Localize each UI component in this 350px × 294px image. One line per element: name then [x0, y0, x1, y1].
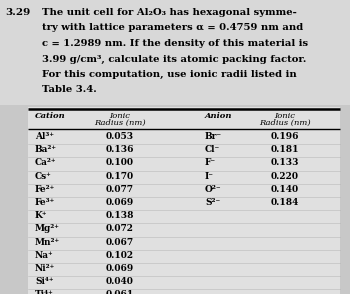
Text: try with lattice parameters α = 0.4759 nm and: try with lattice parameters α = 0.4759 n… — [42, 24, 303, 33]
Text: Ca²⁺: Ca²⁺ — [35, 158, 56, 167]
Text: Si⁴⁺: Si⁴⁺ — [35, 277, 54, 286]
Text: Cs⁺: Cs⁺ — [35, 172, 52, 181]
Text: 0.133: 0.133 — [271, 158, 299, 167]
Text: Ionic: Ionic — [110, 112, 131, 120]
Text: Al³⁺: Al³⁺ — [35, 132, 54, 141]
Text: Cation: Cation — [35, 112, 66, 120]
Text: 0.170: 0.170 — [106, 172, 134, 181]
Text: 0.196: 0.196 — [271, 132, 299, 141]
FancyBboxPatch shape — [0, 0, 350, 105]
Text: Br⁻: Br⁻ — [205, 132, 222, 141]
Text: 3.99 g/cm³, calculate its atomic packing factor.: 3.99 g/cm³, calculate its atomic packing… — [42, 54, 306, 64]
Text: 0.077: 0.077 — [106, 185, 134, 194]
Text: 0.220: 0.220 — [271, 172, 299, 181]
Text: Mn²⁺: Mn²⁺ — [35, 238, 60, 247]
Text: 3.29: 3.29 — [5, 8, 30, 17]
Text: The unit cell for Al₂O₃ has hexagonal symme-: The unit cell for Al₂O₃ has hexagonal sy… — [42, 8, 297, 17]
Text: 0.061: 0.061 — [106, 290, 134, 294]
Text: Radius (nm): Radius (nm) — [94, 119, 146, 127]
Text: Na⁺: Na⁺ — [35, 251, 54, 260]
Text: 0.138: 0.138 — [106, 211, 134, 220]
Text: Ionic: Ionic — [274, 112, 295, 120]
Text: S²⁻: S²⁻ — [205, 198, 220, 207]
Text: 0.140: 0.140 — [271, 185, 299, 194]
Text: c = 1.2989 nm. If the density of this material is: c = 1.2989 nm. If the density of this ma… — [42, 39, 308, 48]
FancyBboxPatch shape — [28, 107, 340, 294]
Text: 0.069: 0.069 — [106, 264, 134, 273]
Text: For this computation, use ionic radii listed in: For this computation, use ionic radii li… — [42, 70, 297, 79]
Text: Anion: Anion — [205, 112, 232, 120]
Text: Fe²⁺: Fe²⁺ — [35, 185, 55, 194]
Text: 0.053: 0.053 — [106, 132, 134, 141]
Text: Radius (nm): Radius (nm) — [259, 119, 311, 127]
Text: Ti⁴⁺: Ti⁴⁺ — [35, 290, 54, 294]
Text: 0.040: 0.040 — [106, 277, 134, 286]
Text: F⁻: F⁻ — [205, 158, 216, 167]
Text: 0.100: 0.100 — [106, 158, 134, 167]
Text: Ni²⁺: Ni²⁺ — [35, 264, 55, 273]
Text: Mg²⁺: Mg²⁺ — [35, 224, 60, 233]
Text: O²⁻: O²⁻ — [205, 185, 222, 194]
Text: I⁻: I⁻ — [205, 172, 214, 181]
Text: 0.184: 0.184 — [271, 198, 299, 207]
Text: Table 3.4.: Table 3.4. — [42, 86, 97, 94]
Text: Cl⁻: Cl⁻ — [205, 145, 220, 154]
Text: 0.102: 0.102 — [106, 251, 134, 260]
Text: Ba²⁺: Ba²⁺ — [35, 145, 57, 154]
Text: 0.136: 0.136 — [106, 145, 134, 154]
Text: 0.067: 0.067 — [106, 238, 134, 247]
Text: Fe³⁺: Fe³⁺ — [35, 198, 55, 207]
Text: K⁺: K⁺ — [35, 211, 48, 220]
Text: 0.069: 0.069 — [106, 198, 134, 207]
Text: 0.072: 0.072 — [106, 224, 134, 233]
Text: 0.181: 0.181 — [271, 145, 299, 154]
